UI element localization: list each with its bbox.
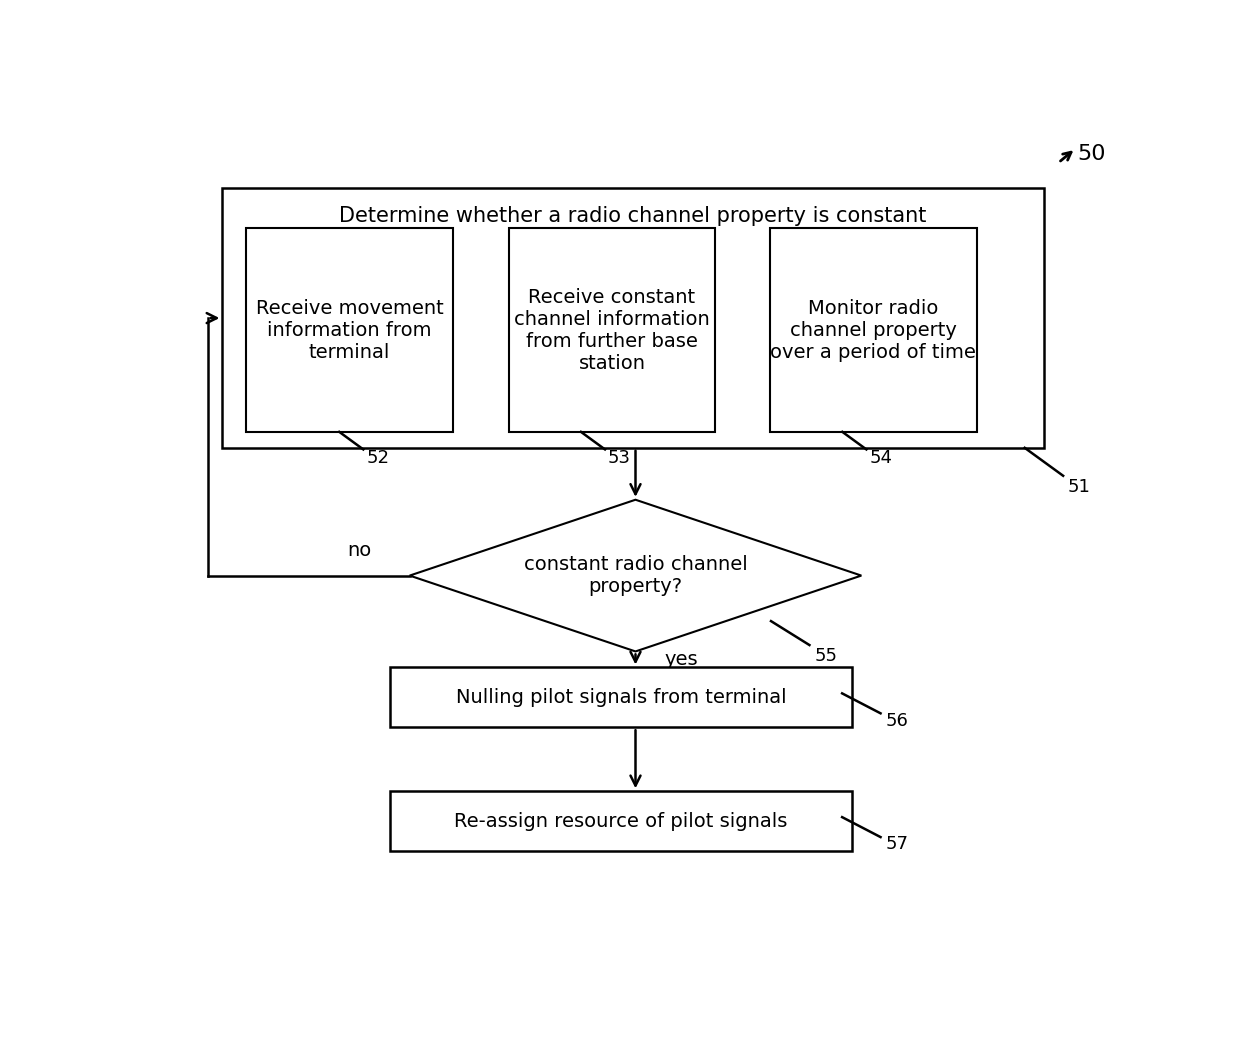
FancyBboxPatch shape <box>770 228 977 431</box>
FancyBboxPatch shape <box>247 228 453 431</box>
FancyBboxPatch shape <box>222 189 1044 448</box>
Text: Receive constant
channel information
from further base
station: Receive constant channel information fro… <box>515 287 709 372</box>
Text: 52: 52 <box>366 449 389 468</box>
Text: Determine whether a radio channel property is constant: Determine whether a radio channel proper… <box>340 206 926 226</box>
Text: 53: 53 <box>608 449 631 468</box>
FancyBboxPatch shape <box>391 791 852 851</box>
Text: Re-assign resource of pilot signals: Re-assign resource of pilot signals <box>454 812 787 831</box>
Polygon shape <box>409 500 862 651</box>
FancyBboxPatch shape <box>508 228 715 431</box>
Text: Monitor radio
channel property
over a period of time: Monitor radio channel property over a pe… <box>770 299 976 362</box>
Text: constant radio channel
property?: constant radio channel property? <box>523 555 748 596</box>
Text: yes: yes <box>665 650 698 669</box>
Text: no: no <box>347 540 372 560</box>
Text: Nulling pilot signals from terminal: Nulling pilot signals from terminal <box>456 688 786 707</box>
Text: 56: 56 <box>885 711 908 730</box>
Text: 50: 50 <box>1078 144 1106 165</box>
FancyBboxPatch shape <box>391 668 852 727</box>
Text: 55: 55 <box>815 647 837 665</box>
Text: 57: 57 <box>885 836 909 853</box>
Text: 51: 51 <box>1068 478 1091 496</box>
Text: Receive movement
information from
terminal: Receive movement information from termin… <box>255 299 444 362</box>
Text: 54: 54 <box>869 449 893 468</box>
